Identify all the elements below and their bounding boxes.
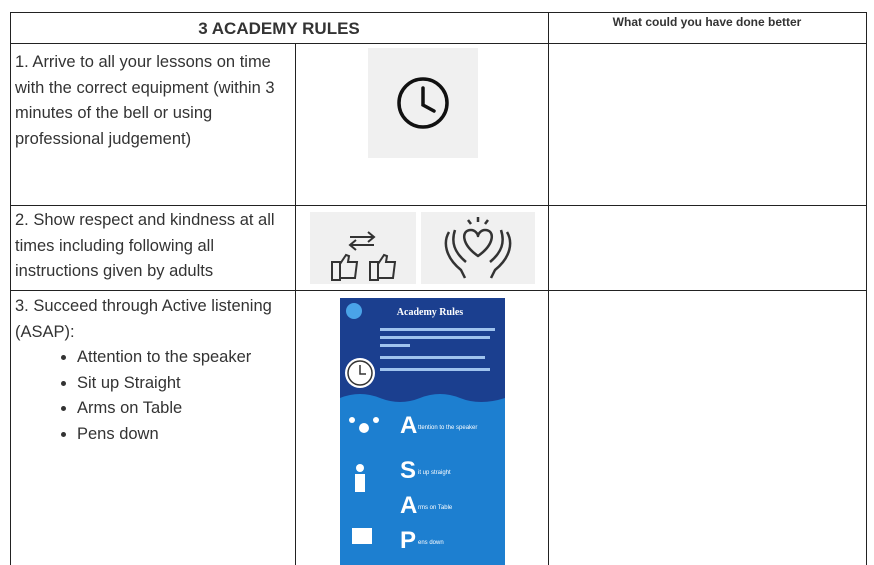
rule-line	[10, 290, 866, 291]
bullet-list: Attention to the speaker Sit up Straight…	[15, 345, 293, 447]
bullet: Attention to the speaker	[77, 345, 293, 371]
bullet: Pens down	[77, 422, 293, 448]
poster-item-text: ttention to the speaker	[418, 425, 477, 431]
bullet: Sit up Straight	[77, 371, 293, 397]
rule-block: 3. Succeed through Active listening (ASA…	[15, 294, 293, 447]
heart-hands-icon	[421, 212, 535, 284]
poster-letter: A	[400, 412, 417, 439]
poster-item-text: rms on Table	[418, 505, 453, 511]
poster-letter: A	[400, 492, 417, 519]
poster-letter: S	[400, 457, 416, 484]
poster-letter: P	[400, 527, 416, 554]
poster-item-text: it up straight	[418, 470, 451, 476]
rule-text: 2. Show respect and kindness at all time…	[15, 211, 275, 280]
thumbs-icon	[310, 212, 416, 284]
rule-line	[10, 12, 866, 13]
poster-title: Academy Rules	[397, 307, 463, 318]
rule-text: 1. Arrive to all your lessons on time wi…	[15, 53, 275, 148]
rule-line	[10, 205, 866, 206]
rule-line	[548, 12, 549, 565]
rule-line	[866, 12, 867, 565]
clock-icon	[368, 48, 478, 158]
poster-item-text: ens down	[418, 540, 444, 546]
rule-line	[10, 12, 11, 565]
rule-text: 3. Succeed through Active listening (ASA…	[15, 297, 272, 341]
column-header: What could you have done better	[612, 15, 802, 29]
table-title: 3 ACADEMY RULES	[198, 19, 360, 38]
rule-line	[295, 43, 296, 565]
bullet: Arms on Table	[77, 396, 293, 422]
rule-line	[10, 43, 866, 44]
